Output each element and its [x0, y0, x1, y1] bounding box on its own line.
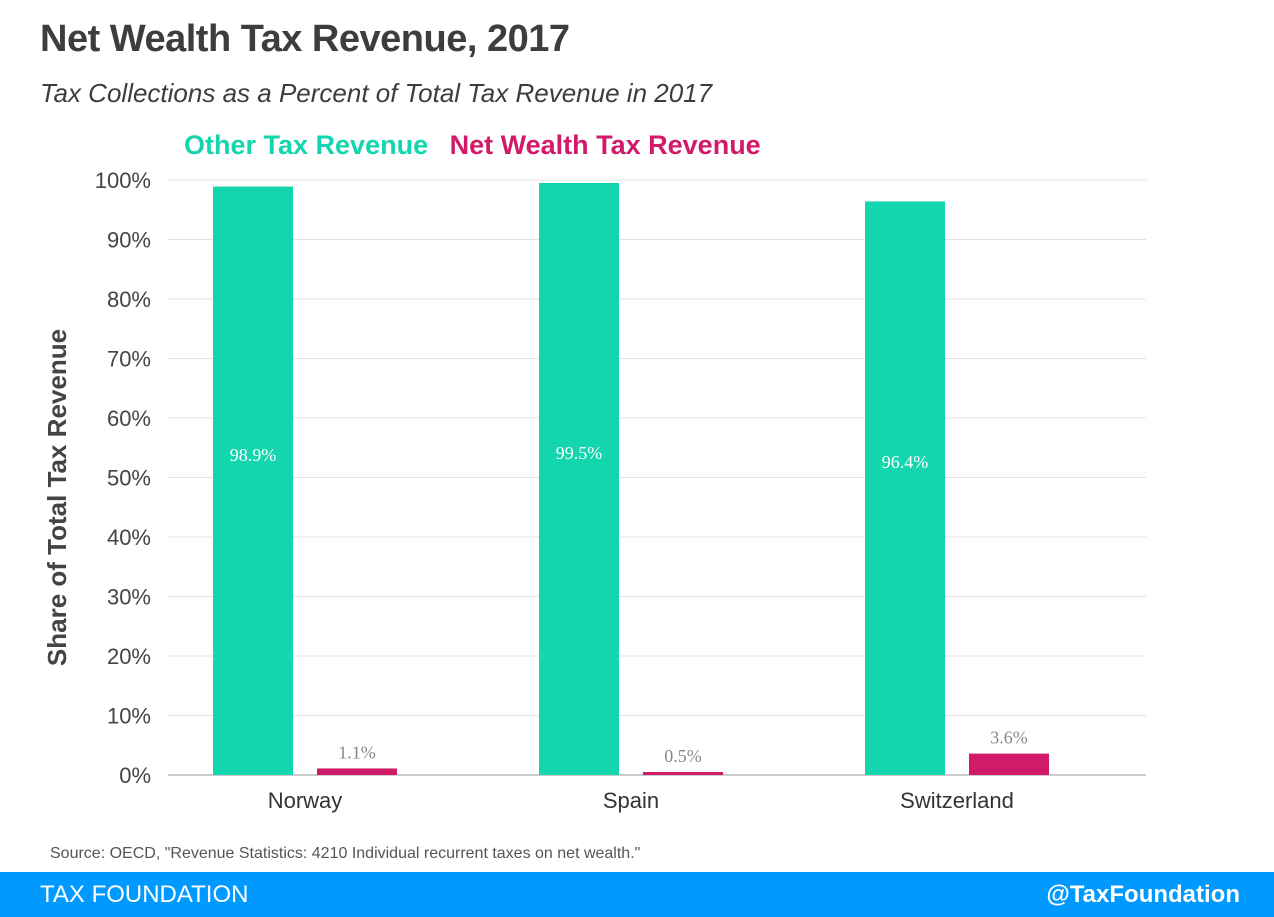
bar-spain-other — [539, 182, 619, 776]
y-tick-label: 10% — [107, 704, 151, 729]
bar-switzerland-wealth — [969, 753, 1049, 775]
y-tick-label: 60% — [107, 406, 151, 431]
x-tick-label: Norway — [268, 788, 343, 813]
legend: Other Tax Revenue Net Wealth Tax Revenue — [184, 130, 775, 161]
data-label: 99.5% — [556, 443, 603, 463]
data-label: 1.1% — [338, 742, 376, 762]
data-label: 3.6% — [990, 728, 1028, 748]
y-tick-label: 90% — [107, 228, 151, 253]
y-tick-label: 70% — [107, 347, 151, 372]
source-note: Source: OECD, "Revenue Statistics: 4210 … — [50, 845, 641, 862]
y-tick-label: 50% — [107, 466, 151, 491]
footer-handle: @TaxFoundation — [1046, 881, 1240, 908]
y-tick-label: 100% — [95, 168, 151, 193]
y-tick-label: 40% — [107, 525, 151, 550]
chart-title: Net Wealth Tax Revenue, 2017 — [40, 18, 570, 60]
data-label: 98.9% — [230, 445, 277, 465]
x-tick-label: Switzerland — [900, 788, 1014, 813]
data-label: 0.5% — [664, 746, 702, 766]
bar-chart: 0% 10% 20% 30% 40% 50% 60% 70% 80% 90% 100% Share o… — [42, 168, 1146, 813]
y-tick-label: 80% — [107, 287, 151, 312]
bar-norway-other — [213, 186, 293, 776]
data-label: 96.4% — [882, 452, 929, 472]
y-tick-label: 30% — [107, 585, 151, 610]
bar-norway-wealth — [317, 768, 397, 775]
bar-switzerland-other — [865, 201, 945, 776]
legend-item-net-wealth-tax-revenue: Net Wealth Tax Revenue — [449, 130, 761, 160]
footer-brand: TAX FOUNDATION — [40, 881, 249, 908]
bar-spain-wealth — [643, 772, 723, 775]
y-axis-label: Share of Total Tax Revenue — [42, 329, 72, 666]
y-tick-label: 20% — [107, 644, 151, 669]
legend-item-other-tax-revenue: Other Tax Revenue — [184, 130, 429, 160]
chart-subtitle: Tax Collections as a Percent of Total Ta… — [40, 78, 713, 108]
footer-bar: TAX FOUNDATION @TaxFoundation — [0, 872, 1274, 917]
y-tick-label: 0% — [119, 763, 151, 788]
x-tick-label: Spain — [603, 788, 659, 813]
